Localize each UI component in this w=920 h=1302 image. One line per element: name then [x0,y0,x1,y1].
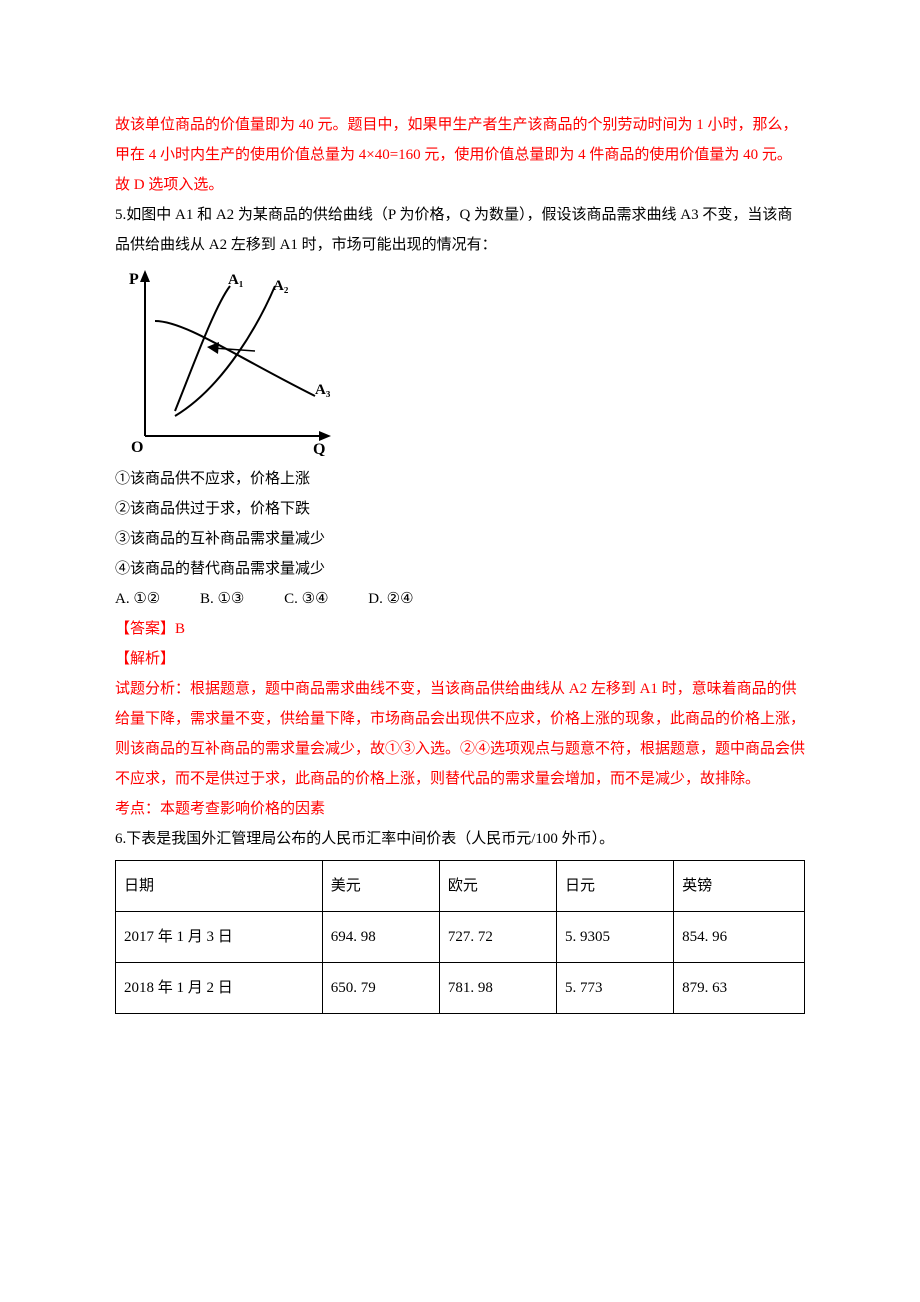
table-cell: 5. 773 [556,963,673,1014]
a1-label: A₁ [228,272,243,288]
q6-stem: 6.下表是我国外汇管理局公布的人民币汇率中间价表（人民币元/100 外币）。 [115,824,805,854]
table-cell: 781. 98 [439,963,556,1014]
a3-label: A₃ [315,382,331,398]
q5-supply-demand-chart: P Q O A₁ A₂ A₃ [115,266,805,456]
q5-analysis-body: 试题分析：根据题意，题中商品需求曲线不变，当该商品供给曲线从 A2 左移到 A1… [115,674,805,794]
q5-option-1: ①该商品供不应求，价格上涨 [115,464,805,494]
table-cell: 2017 年 1 月 3 日 [116,912,323,963]
q5-stem: 5.如图中 A1 和 A2 为某商品的供给曲线（P 为价格，Q 为数量），假设该… [115,200,805,260]
table-header-date: 日期 [116,861,323,912]
q5-research-point: 考点：本题考查影响价格的因素 [115,794,805,824]
a2-supply-curve [175,286,275,416]
q5-choice-a: A. ①② [115,584,160,614]
table-cell: 854. 96 [674,912,805,963]
x-axis-arrowhead [319,431,331,441]
q-axis-label: Q [313,441,325,456]
table-cell: 650. 79 [322,963,439,1014]
q6-rate-table: 日期 美元 欧元 日元 英镑 2017 年 1 月 3 日 694. 98 72… [115,860,805,1014]
q5-choice-c: C. ③④ [284,584,328,614]
table-header-eur: 欧元 [439,861,556,912]
table-cell: 694. 98 [322,912,439,963]
q5-choices-row: A. ①② B. ①③ C. ③④ D. ②④ [115,584,805,614]
q5-option-4: ④该商品的替代商品需求量减少 [115,554,805,584]
table-header-usd: 美元 [322,861,439,912]
a2-label: A₂ [273,278,289,294]
table-header-gbp: 英镑 [674,861,805,912]
q5-analysis-label: 【解析】 [115,644,805,674]
table-cell: 5. 9305 [556,912,673,963]
origin-label: O [131,439,143,456]
table-cell: 2018 年 1 月 2 日 [116,963,323,1014]
table-header-jpy: 日元 [556,861,673,912]
q5-answer: 【答案】B [115,614,805,644]
shift-arrow-head [207,342,219,354]
q5-option-2: ②该商品供过于求，价格下跌 [115,494,805,524]
y-axis-arrowhead [140,270,150,282]
q5-choice-d: D. ②④ [368,584,413,614]
table-cell: 727. 72 [439,912,556,963]
table-row: 2018 年 1 月 2 日 650. 79 781. 98 5. 773 87… [116,963,805,1014]
p-axis-label: P [129,271,139,288]
econ-curve-svg: P Q O A₁ A₂ A₃ [115,266,335,456]
intro-red-paragraph: 故该单位商品的价值量即为 40 元。题目中，如果甲生产者生产该商品的个别劳动时间… [115,110,805,200]
table-cell: 879. 63 [674,963,805,1014]
table-row: 日期 美元 欧元 日元 英镑 [116,861,805,912]
q5-option-3: ③该商品的互补商品需求量减少 [115,524,805,554]
shift-arrow-line [213,348,255,351]
table-row: 2017 年 1 月 3 日 694. 98 727. 72 5. 9305 8… [116,912,805,963]
q5-choice-b: B. ①③ [200,584,244,614]
